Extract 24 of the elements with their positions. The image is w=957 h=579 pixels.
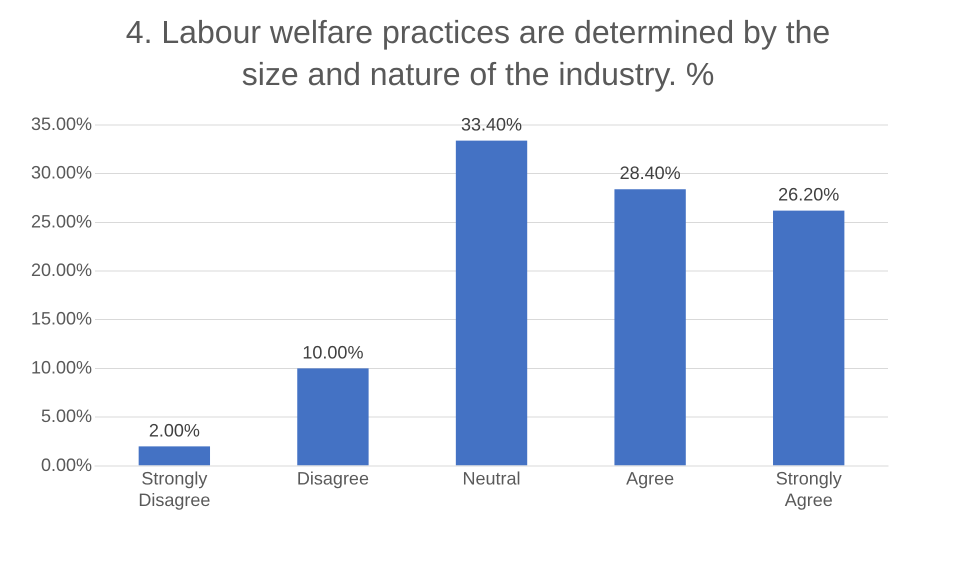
y-tick-label: 15.00% [30, 308, 92, 329]
data-label: 2.00% [148, 420, 200, 440]
y-tick-label: 30.00% [30, 162, 92, 183]
y-tick-label: 35.00% [30, 114, 92, 134]
chart-title: 4. Labour welfare practices are determined by the size and nature of the industry. % [124, 13, 832, 94]
x-tick-label: Agree [626, 468, 674, 489]
bar [456, 140, 528, 466]
y-tick-label: 20.00% [30, 260, 92, 280]
y-tick-label: 25.00% [30, 212, 92, 232]
x-tick-label: Disagree [296, 468, 369, 489]
y-tick-label: 5.00% [41, 406, 92, 426]
x-tick-label: Strongly Disagree [138, 468, 210, 510]
data-label: 28.40% [620, 163, 681, 184]
bar [138, 446, 210, 466]
y-tick-label: 10.00% [30, 358, 92, 378]
y-tick-label: 0.00% [41, 454, 92, 475]
x-tick-label: Strongly Agree [776, 468, 842, 510]
data-label: 26.20% [778, 184, 840, 205]
bar [614, 189, 686, 466]
data-label: 33.40% [460, 114, 522, 135]
bar [297, 368, 369, 466]
bar [773, 210, 844, 466]
x-tick-label: Neutral [462, 468, 521, 489]
data-label: 10.00% [302, 342, 364, 363]
